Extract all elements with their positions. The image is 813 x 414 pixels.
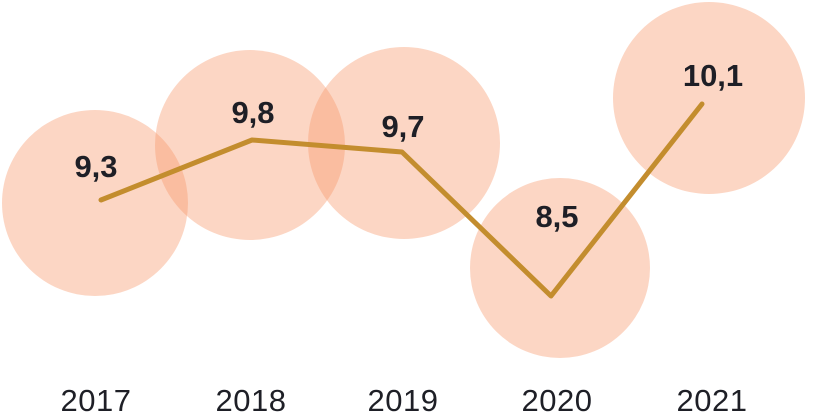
bubble-marker-2021 [613,2,805,194]
bubble-marker-2019 [308,47,500,239]
bubble-marker-2018 [155,50,345,240]
bubble-marker-2020 [470,178,650,358]
bubble-markers [2,2,805,358]
value-label-2018: 9,8 [231,95,274,130]
trend-line [98,101,705,299]
x-tick-label-2018: 2018 [216,383,287,414]
value-label-2019: 9,7 [381,109,424,144]
x-tick-label-2021: 2021 [677,383,748,414]
value-label-2017: 9,3 [74,149,117,184]
value-labels: 9,3 9,8 9,7 8,5 10,1 [74,58,743,234]
value-label-2021: 10,1 [683,58,743,93]
x-tick-label-2019: 2019 [368,383,439,414]
value-label-2020: 8,5 [535,199,578,234]
x-tick-label-2020: 2020 [522,383,593,414]
bubble-marker-2017 [2,110,188,296]
x-axis-labels: 2017 2018 2019 2020 2021 [61,383,748,414]
x-tick-label-2017: 2017 [61,383,132,414]
